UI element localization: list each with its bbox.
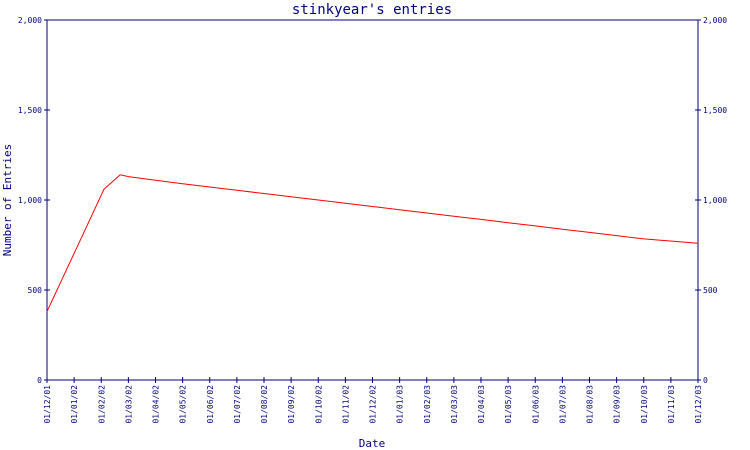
- x-tick-label: 01/03/02: [124, 385, 133, 424]
- y-tick-label-right: 1,000: [703, 196, 727, 205]
- y-tick-label-right: 2,000: [703, 16, 727, 25]
- x-tick-label: 01/03/03: [450, 385, 459, 424]
- x-tick-label: 01/01/03: [396, 385, 405, 424]
- x-tick-label: 01/08/02: [260, 385, 269, 424]
- x-tick-label: 01/06/03: [531, 385, 540, 424]
- chart-title: stinkyear's entries: [292, 2, 452, 18]
- x-axis: 01/12/01 01/01/02 01/02/02 01/03/02 01/04/02…: [43, 377, 703, 424]
- x-tick-label: 01/11/02: [341, 385, 350, 424]
- x-tick-label: 01/12/02: [369, 385, 378, 424]
- series-line: [46, 174, 699, 312]
- x-tick-label: 01/10/02: [314, 385, 323, 424]
- y-tick-label-right: 500: [703, 286, 718, 295]
- x-tick-label: 01/10/03: [640, 385, 649, 424]
- x-tick-label: 01/08/03: [586, 385, 595, 424]
- y-tick-label-right: 1,500: [703, 106, 727, 115]
- x-axis-title: Date: [359, 437, 386, 450]
- x-tick-label: 01/07/03: [558, 385, 567, 424]
- y-tick-label: 2,000: [18, 16, 42, 25]
- y-tick-label: 0: [37, 376, 42, 385]
- plot-area: [46, 19, 699, 381]
- y-axis-right: 0 500 1,000 1,500 2,000: [695, 16, 727, 385]
- y-tick-label: 500: [28, 286, 43, 295]
- x-tick-label: 01/04/02: [152, 385, 161, 424]
- x-tick-label: 01/02/02: [97, 385, 106, 424]
- x-tick-label: 01/05/03: [504, 385, 513, 424]
- x-tick-label: 01/11/03: [667, 385, 676, 424]
- x-tick-label: 01/09/03: [613, 385, 622, 424]
- series-layer: [46, 174, 699, 312]
- x-tick-label: 01/05/02: [179, 385, 188, 424]
- x-tick-label: 01/02/03: [423, 385, 432, 424]
- x-tick-label: 01/09/02: [287, 385, 296, 424]
- y-tick-label: 1,500: [18, 106, 42, 115]
- y-axis-left: 0 500 1,000 1,500 2,000: [18, 16, 50, 385]
- x-tick-label: 01/12/01: [43, 385, 52, 424]
- x-tick-label: 01/04/03: [477, 385, 486, 424]
- y-tick-label-right: 0: [703, 376, 708, 385]
- x-tick-label: 01/01/02: [70, 385, 79, 424]
- x-tick-label: 01/07/02: [233, 385, 242, 424]
- x-tick-label: 01/06/02: [206, 385, 215, 424]
- y-axis-title: Number of Entries: [1, 144, 14, 257]
- x-tick-label: 01/12/03: [694, 385, 703, 424]
- y-tick-label: 1,000: [18, 196, 42, 205]
